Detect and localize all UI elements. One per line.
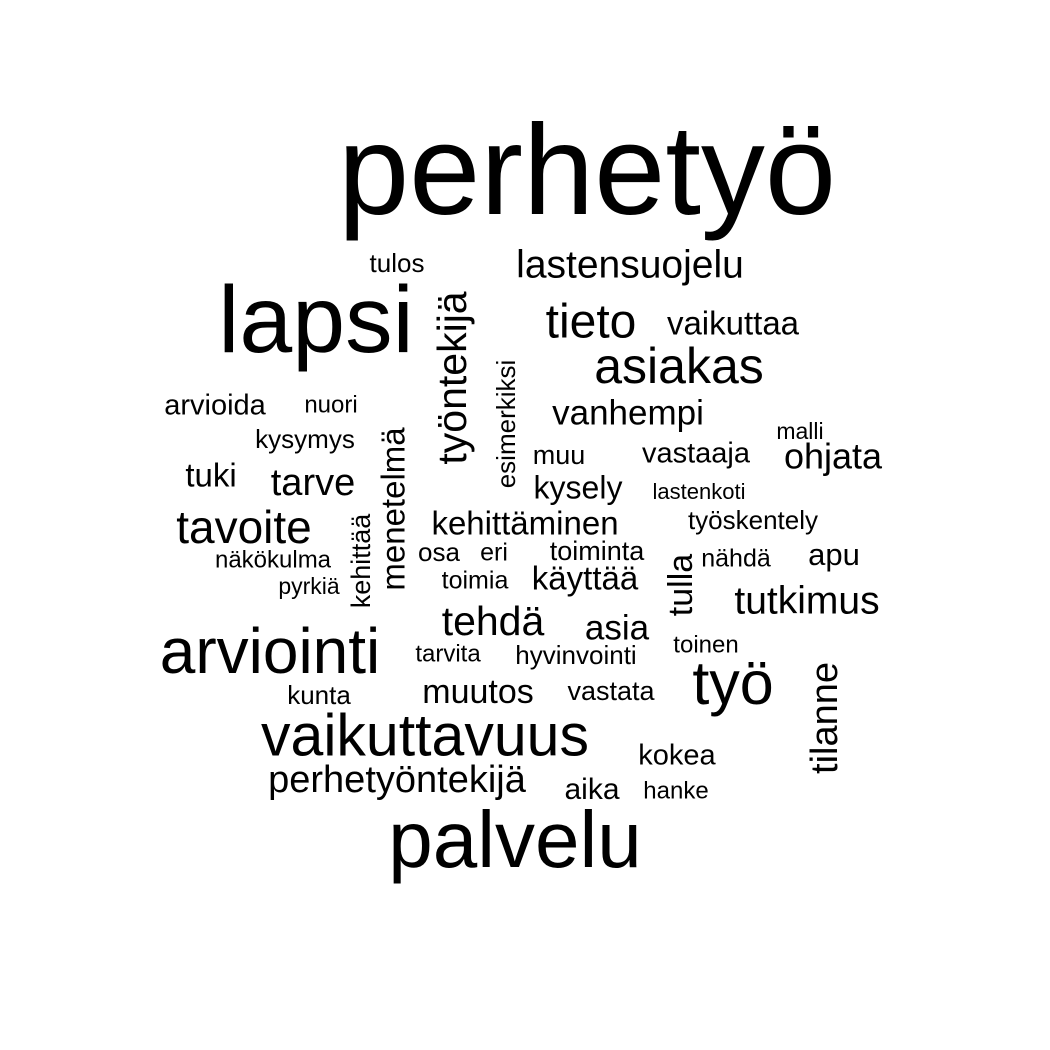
- word: asia: [585, 608, 650, 647]
- word: vastaaja: [642, 438, 751, 470]
- word: kysymys: [255, 424, 355, 454]
- word: perhetyö: [338, 99, 836, 242]
- word: tarve: [271, 462, 355, 504]
- word: tutkimus: [734, 579, 879, 622]
- word: tulla: [662, 554, 700, 616]
- word: toiminta: [550, 536, 646, 566]
- word: eri: [480, 539, 508, 567]
- word: toimia: [442, 567, 509, 595]
- word: käyttää: [532, 560, 639, 597]
- word: asiakas: [594, 338, 764, 394]
- word: hyvinvointi: [515, 640, 636, 670]
- word: malli: [776, 418, 823, 444]
- cloud-words: perhetyö lapsi palvelu arviointi vaikutt…: [160, 99, 883, 884]
- word: lastenkoti: [653, 479, 746, 504]
- word: hanke: [643, 777, 708, 804]
- word: työntekijä: [429, 291, 475, 464]
- word: kokea: [638, 740, 716, 772]
- word: palvelu: [388, 795, 642, 884]
- word: lapsi: [218, 267, 413, 373]
- word: kehittää: [346, 513, 376, 609]
- word: lastensuojelu: [516, 243, 744, 286]
- word: pyrkiä: [278, 573, 340, 599]
- word: työskentely: [688, 505, 818, 535]
- word: näkökulma: [215, 546, 332, 573]
- word: tilanne: [804, 662, 846, 774]
- word: osa: [418, 537, 460, 567]
- word: tieto: [546, 296, 637, 349]
- word: kysely: [534, 469, 623, 505]
- word: nähdä: [701, 545, 771, 573]
- word: esimerkiksi: [491, 360, 521, 489]
- word: kehittäminen: [431, 505, 618, 542]
- word: tehdä: [442, 598, 545, 644]
- word: muu: [533, 440, 586, 470]
- word: kunta: [287, 680, 351, 710]
- word: nuori: [304, 391, 357, 418]
- word: perhetyöntekijä: [268, 759, 527, 801]
- word: vastata: [567, 676, 655, 706]
- word: tavoite: [176, 501, 312, 553]
- word: menetelmä: [375, 427, 412, 591]
- word: vaikuttavuus: [261, 703, 589, 769]
- word: muutos: [422, 673, 534, 711]
- word: arvioida: [164, 390, 266, 422]
- word: toinen: [673, 631, 738, 658]
- word: tulos: [370, 248, 425, 278]
- word: vaikuttaa: [667, 305, 800, 342]
- word: työ: [692, 649, 773, 717]
- word: ohjata: [784, 436, 883, 477]
- word: aika: [564, 773, 619, 806]
- word: vanhempi: [552, 393, 704, 432]
- word: tarvita: [415, 640, 481, 667]
- word: tuki: [185, 457, 236, 494]
- word: arviointi: [160, 615, 381, 687]
- word: apu: [808, 537, 860, 572]
